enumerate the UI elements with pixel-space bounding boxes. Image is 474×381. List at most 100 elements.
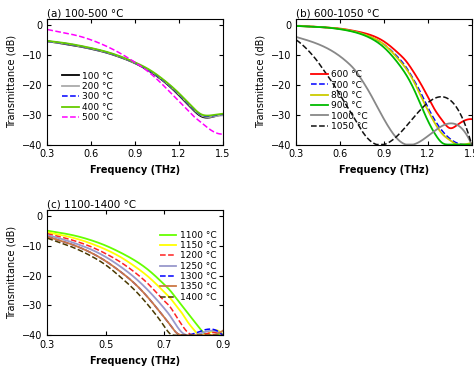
300 °C xyxy=(205,114,210,118)
1400 °C xyxy=(189,333,194,338)
1300 °C xyxy=(179,333,185,338)
200 °C xyxy=(188,105,194,109)
800 °C xyxy=(437,129,443,133)
500 °C xyxy=(149,72,155,77)
Line: 500 °C: 500 °C xyxy=(47,29,223,134)
200 °C xyxy=(139,64,145,69)
1300 °C xyxy=(220,333,226,338)
1050 °C xyxy=(465,130,471,134)
900 °C xyxy=(388,53,394,57)
600 °C xyxy=(465,117,471,122)
Line: 1350 °C: 1350 °C xyxy=(47,237,223,335)
1150 °C xyxy=(216,329,222,333)
1000 °C xyxy=(469,142,474,147)
1400 °C xyxy=(129,285,135,290)
400 °C xyxy=(205,113,210,118)
X-axis label: Frequency (THz): Frequency (THz) xyxy=(339,165,429,175)
900 °C xyxy=(378,42,383,47)
Line: 1050 °C: 1050 °C xyxy=(296,40,472,144)
200 °C xyxy=(128,59,134,63)
200 °C xyxy=(149,70,155,74)
Text: (a) 100-500 °C: (a) 100-500 °C xyxy=(47,8,124,18)
600 °C xyxy=(293,24,299,28)
1100 °C xyxy=(216,333,222,337)
900 °C xyxy=(398,64,403,69)
Y-axis label: Transmittance (dB): Transmittance (dB) xyxy=(255,35,265,128)
1050 °C xyxy=(374,142,380,147)
1350 °C xyxy=(179,333,185,338)
Line: 100 °C: 100 °C xyxy=(47,42,223,118)
1350 °C xyxy=(189,333,194,338)
Line: 1150 °C: 1150 °C xyxy=(47,232,223,335)
Line: 200 °C: 200 °C xyxy=(47,42,223,117)
100 °C xyxy=(220,112,226,117)
100 °C xyxy=(188,106,194,110)
800 °C xyxy=(377,39,383,44)
1300 °C xyxy=(216,330,222,334)
400 °C xyxy=(45,38,50,43)
1000 °C xyxy=(438,125,443,129)
400 °C xyxy=(220,112,226,116)
100 °C xyxy=(129,59,135,64)
1300 °C xyxy=(129,279,135,283)
900 °C xyxy=(445,142,450,147)
100 °C xyxy=(204,115,210,120)
1200 °C xyxy=(139,276,145,281)
X-axis label: Frequency (THz): Frequency (THz) xyxy=(90,356,180,366)
300 °C xyxy=(129,59,135,64)
1250 °C xyxy=(189,333,194,338)
100 °C xyxy=(139,65,145,69)
1150 °C xyxy=(45,230,50,234)
1100 °C xyxy=(128,256,134,260)
1100 °C xyxy=(220,331,226,336)
Y-axis label: Transmittance (dB): Transmittance (dB) xyxy=(7,35,17,128)
700 °C xyxy=(378,40,383,45)
1200 °C xyxy=(45,231,50,236)
Line: 900 °C: 900 °C xyxy=(296,26,472,144)
Line: 400 °C: 400 °C xyxy=(47,41,223,115)
1250 °C xyxy=(185,333,191,338)
1250 °C xyxy=(216,330,222,335)
200 °C xyxy=(216,113,222,118)
1350 °C xyxy=(139,289,145,293)
400 °C xyxy=(188,103,194,108)
200 °C xyxy=(205,115,211,119)
300 °C xyxy=(188,104,194,109)
700 °C xyxy=(469,141,474,145)
800 °C xyxy=(455,142,460,147)
300 °C xyxy=(45,39,50,43)
300 °C xyxy=(220,112,226,117)
1400 °C xyxy=(149,307,155,312)
1050 °C xyxy=(438,94,443,99)
1200 °C xyxy=(191,333,196,338)
1050 °C xyxy=(469,142,474,147)
1200 °C xyxy=(149,285,155,290)
200 °C xyxy=(220,113,226,118)
1350 °C xyxy=(128,278,134,282)
1150 °C xyxy=(149,277,155,282)
1150 °C xyxy=(188,324,194,329)
Line: 600 °C: 600 °C xyxy=(296,26,472,128)
1400 °C xyxy=(173,333,178,338)
Text: (c) 1100-1400 °C: (c) 1100-1400 °C xyxy=(47,199,137,209)
400 °C xyxy=(129,59,135,63)
800 °C xyxy=(293,24,299,28)
Line: 1000 °C: 1000 °C xyxy=(296,37,472,144)
1100 °C xyxy=(129,256,135,261)
1400 °C xyxy=(45,236,50,240)
1100 °C xyxy=(149,271,155,275)
1000 °C xyxy=(293,35,299,39)
100 °C xyxy=(128,59,134,64)
Line: 1100 °C: 1100 °C xyxy=(47,231,223,335)
400 °C xyxy=(149,69,155,74)
600 °C xyxy=(469,117,474,122)
1050 °C xyxy=(398,130,404,134)
800 °C xyxy=(388,49,394,53)
700 °C xyxy=(377,39,383,44)
400 °C xyxy=(216,112,222,117)
1000 °C xyxy=(378,111,383,115)
X-axis label: Frequency (THz): Frequency (THz) xyxy=(90,165,180,175)
200 °C xyxy=(129,59,135,64)
1100 °C xyxy=(188,315,194,320)
800 °C xyxy=(398,59,403,64)
